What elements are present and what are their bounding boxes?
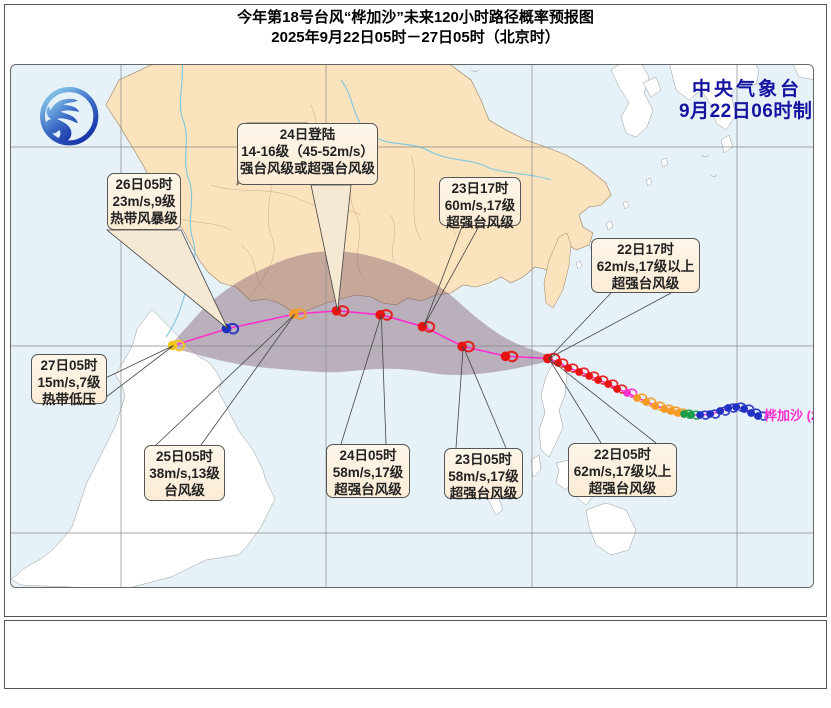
svg-text:中央气象台: 中央气象台 bbox=[692, 77, 802, 100]
svg-text:9月22日06时制作: 9月22日06时制作 bbox=[679, 99, 814, 122]
svg-text:桦加沙 (2518): 桦加沙 (2518) bbox=[764, 408, 814, 423]
